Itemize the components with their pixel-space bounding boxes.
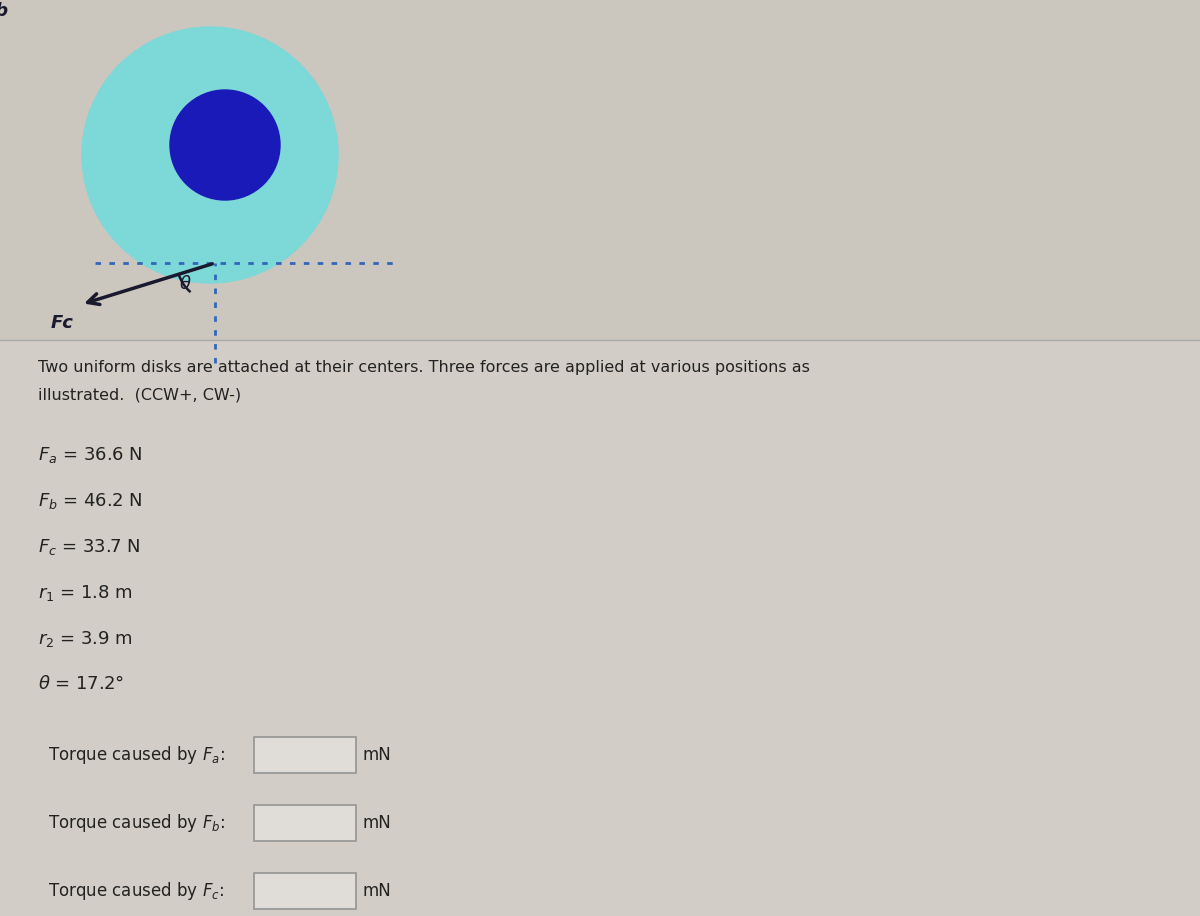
Circle shape (170, 90, 280, 200)
Text: Torque caused by $F_c$:: Torque caused by $F_c$: (48, 880, 224, 902)
Text: $F_b$ = 46.2 N: $F_b$ = 46.2 N (38, 491, 142, 511)
Text: $F_c$ = 33.7 N: $F_c$ = 33.7 N (38, 537, 140, 557)
Text: Two uniform disks are attached at their centers. Three forces are applied at var: Two uniform disks are attached at their … (38, 360, 810, 375)
Text: $\theta$: $\theta$ (179, 275, 191, 293)
Circle shape (82, 27, 338, 283)
Text: Torque caused by $F_b$:: Torque caused by $F_b$: (48, 812, 226, 834)
FancyBboxPatch shape (254, 737, 356, 773)
Text: illustrated.  (CCW+, CW-): illustrated. (CCW+, CW-) (38, 388, 241, 403)
Text: mN: mN (364, 814, 391, 832)
Text: $F_a$ = 36.6 N: $F_a$ = 36.6 N (38, 445, 143, 465)
FancyBboxPatch shape (254, 805, 356, 841)
Text: mN: mN (364, 746, 391, 764)
Bar (0, 340, 1200, 916)
Text: mN: mN (364, 882, 391, 900)
Text: Fb: Fb (0, 2, 10, 20)
Text: $r_2$ = 3.9 m: $r_2$ = 3.9 m (38, 629, 133, 649)
Text: $\theta$ = 17.2°: $\theta$ = 17.2° (38, 675, 124, 693)
Text: Torque caused by $F_a$:: Torque caused by $F_a$: (48, 744, 224, 766)
Text: $r_1$ = 1.8 m: $r_1$ = 1.8 m (38, 583, 132, 603)
Text: Fc: Fc (50, 314, 73, 333)
FancyBboxPatch shape (254, 873, 356, 909)
Bar (0, 0, 1200, 340)
